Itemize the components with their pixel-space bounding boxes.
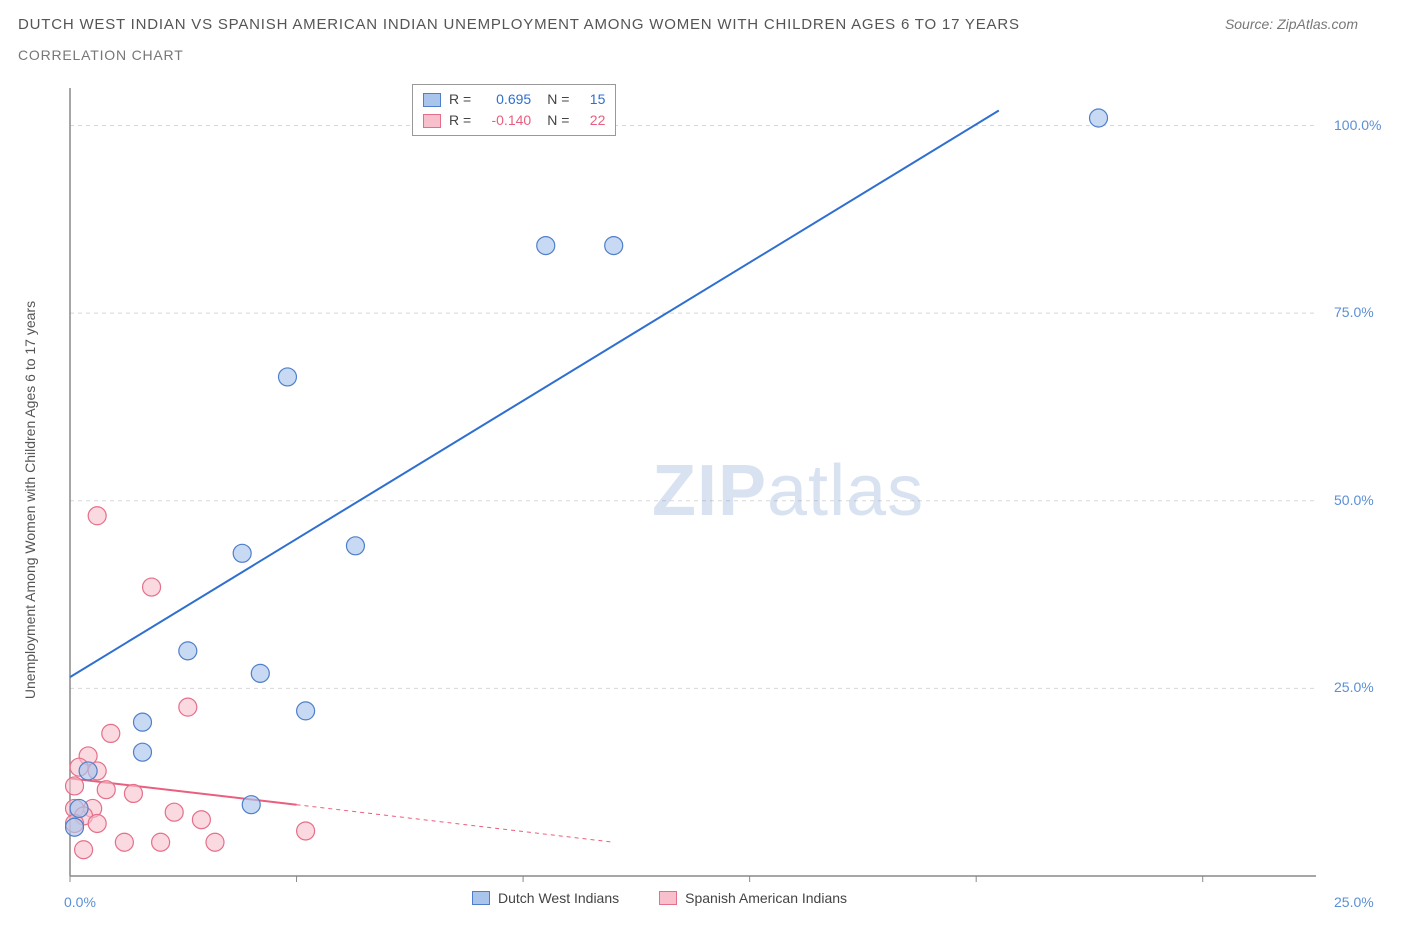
legend-swatch [472, 891, 490, 905]
chart-subtitle: CORRELATION CHART [18, 47, 1388, 63]
r-label: R = [449, 89, 471, 110]
chart-area: Unemployment Among Women with Children A… [42, 80, 1396, 920]
y-axis-label: Unemployment Among Women with Children A… [22, 301, 38, 699]
legend-item: Dutch West Indians [472, 890, 619, 906]
r-value: 0.695 [479, 89, 531, 110]
x-tick-label: 0.0% [64, 894, 96, 910]
y-tick-label: 25.0% [1334, 679, 1374, 695]
x-tick-label: 25.0% [1334, 894, 1374, 910]
chart-title: DUTCH WEST INDIAN VS SPANISH AMERICAN IN… [18, 14, 1020, 37]
legend-swatch [659, 891, 677, 905]
y-tick-label: 100.0% [1334, 117, 1381, 133]
r-value: -0.140 [479, 110, 531, 131]
n-value: 15 [577, 89, 605, 110]
stats-row: R = -0.140 N = 22 [423, 110, 605, 131]
legend-item: Spanish American Indians [659, 890, 847, 906]
stats-legend-box: R = 0.695 N = 15 R = -0.140 N = 22 [412, 84, 616, 136]
n-label: N = [547, 89, 569, 110]
y-tick-label: 50.0% [1334, 492, 1374, 508]
y-tick-label: 75.0% [1334, 304, 1374, 320]
legend-label: Dutch West Indians [498, 890, 619, 906]
chart-source: Source: ZipAtlas.com [1225, 16, 1388, 32]
stats-row: R = 0.695 N = 15 [423, 89, 605, 110]
series-legend: Dutch West Indians Spanish American India… [472, 890, 847, 906]
legend-label: Spanish American Indians [685, 890, 847, 906]
r-label: R = [449, 110, 471, 131]
n-label: N = [547, 110, 569, 131]
legend-swatch [423, 114, 441, 128]
legend-swatch [423, 93, 441, 107]
scatter-chart-svg [42, 80, 1396, 920]
n-value: 22 [577, 110, 605, 131]
